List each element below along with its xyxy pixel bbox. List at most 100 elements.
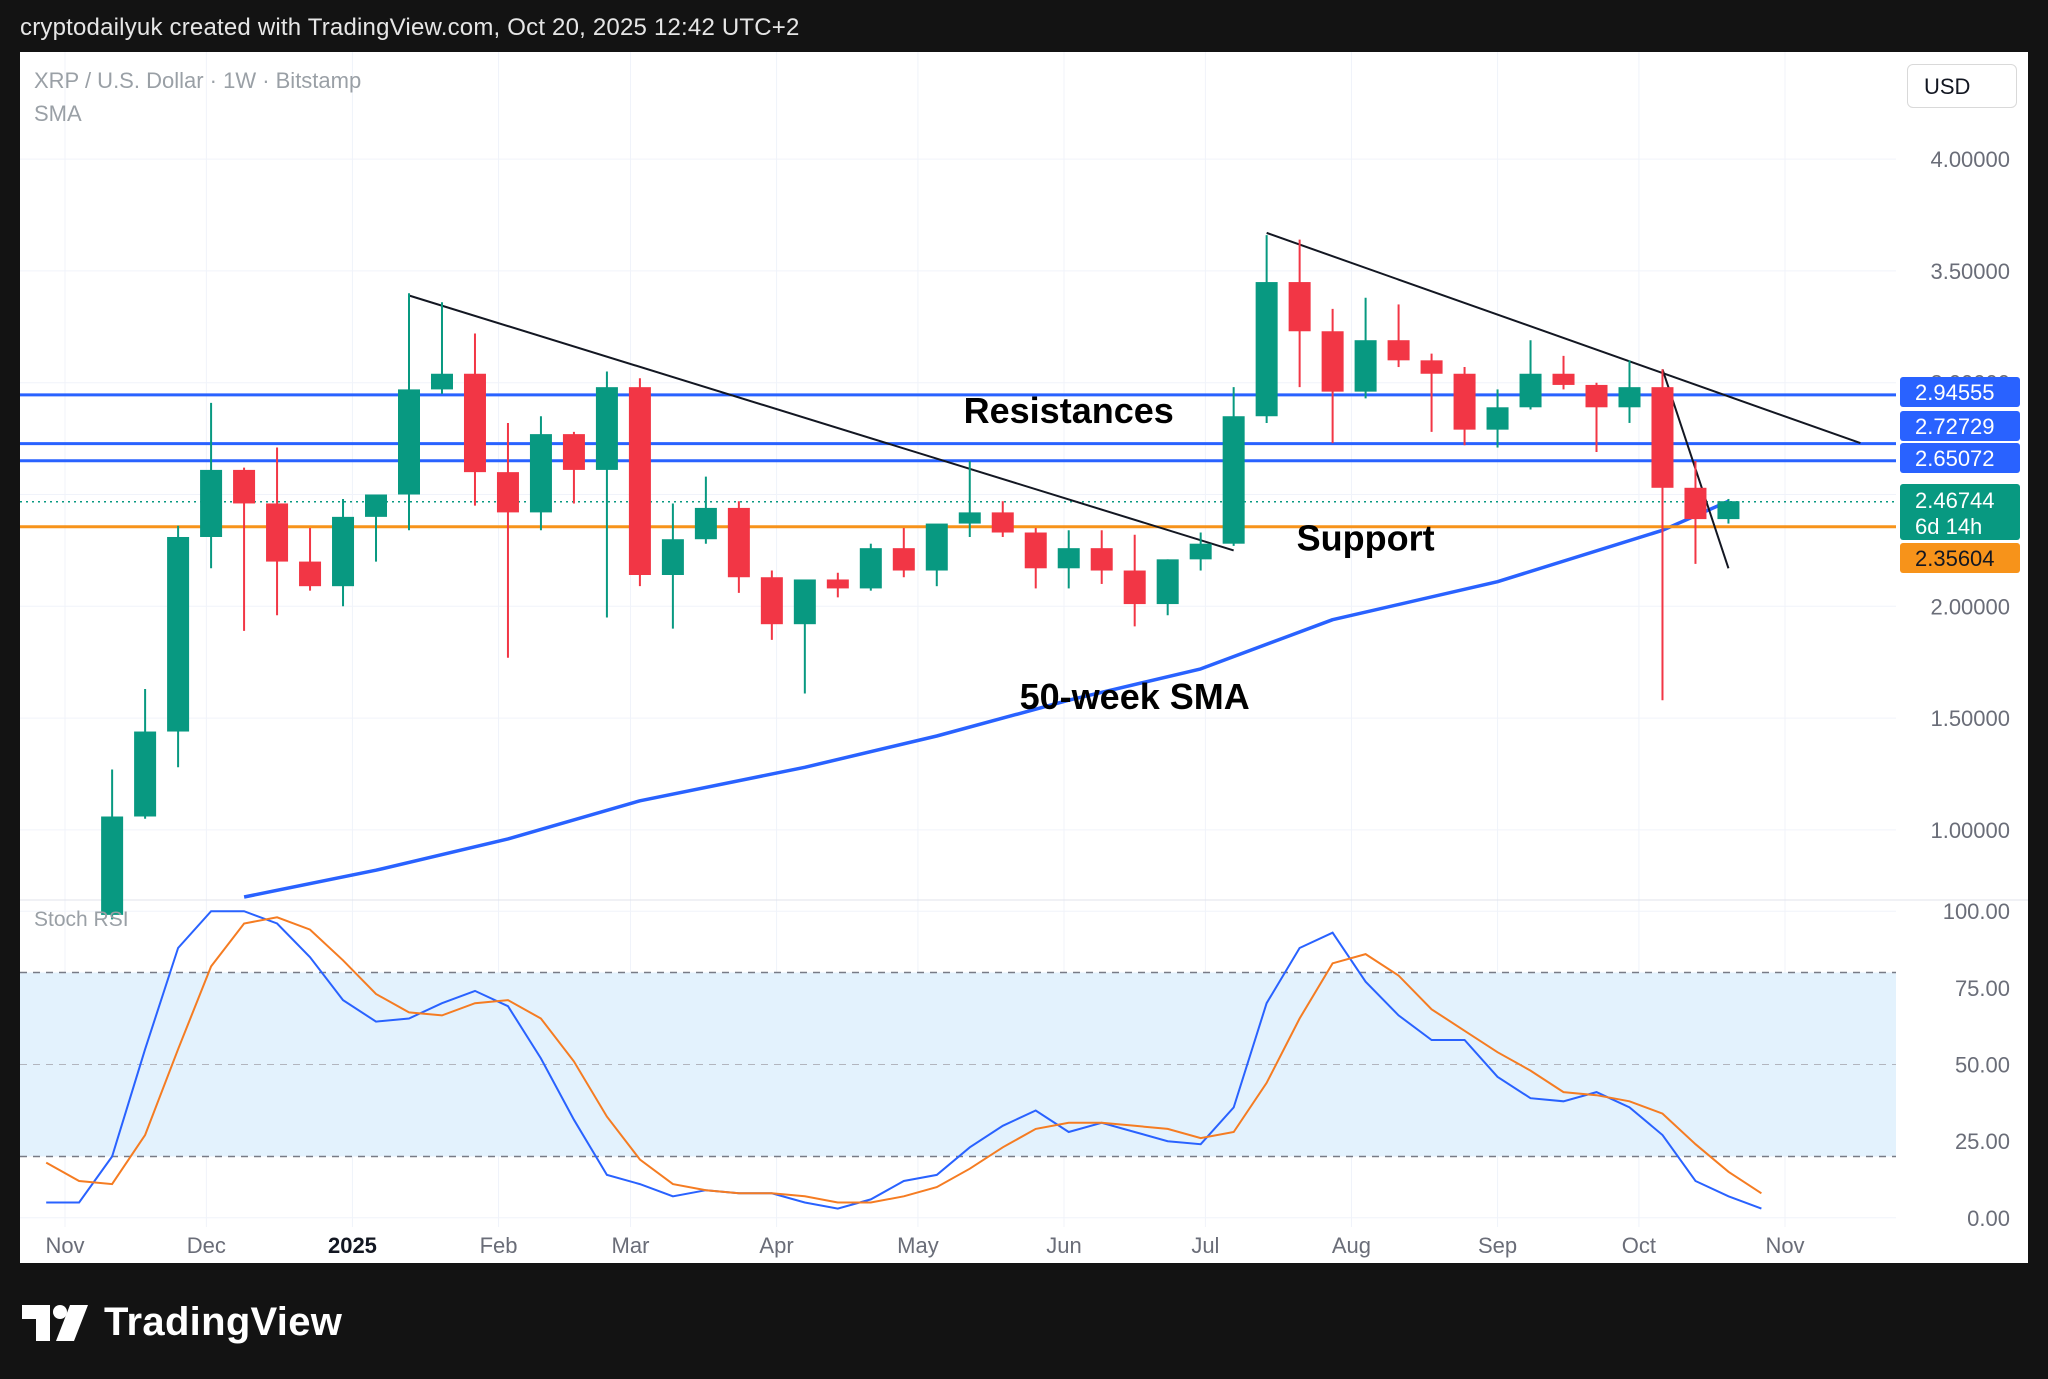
resistance-price-tag: 2.72729	[1900, 411, 2020, 441]
candle-up	[1354, 297, 1377, 399]
candle-body	[233, 469, 256, 504]
candle-down	[1024, 528, 1047, 589]
candle-body	[1123, 570, 1146, 605]
candle-body	[1024, 532, 1047, 569]
annotation-label: 50-week SMA	[1020, 676, 1250, 717]
current-price-tag-countdown: 6d 14h	[1915, 514, 1982, 539]
candle-body	[760, 577, 783, 625]
candle-down	[299, 528, 322, 591]
candle-up	[1618, 360, 1641, 423]
candle-body	[1717, 501, 1740, 520]
candle-body	[1288, 282, 1311, 332]
candle-body	[628, 387, 651, 575]
candle-body	[1321, 331, 1344, 392]
candle-down	[1684, 460, 1707, 564]
annotation-label: Support	[1297, 517, 1435, 558]
time-tick-label: 2025	[328, 1233, 377, 1258]
candle-body	[595, 387, 618, 470]
candle-up	[1519, 340, 1542, 410]
candle-body	[859, 548, 882, 589]
candle-up	[925, 523, 948, 587]
candle-down	[496, 422, 519, 658]
candle-up	[661, 503, 684, 629]
candle-body	[430, 373, 453, 390]
candle-body	[463, 373, 486, 473]
time-tick-label: Nov	[1765, 1233, 1804, 1258]
stoch-tick-label: 50.00	[1955, 1053, 2010, 1078]
candle-up	[1717, 498, 1740, 524]
tradingview-logo-icon	[22, 1304, 88, 1341]
time-tick-label: May	[897, 1233, 939, 1258]
candle-body	[1585, 384, 1608, 408]
tradingview-footer: TradingView	[22, 1300, 342, 1345]
resistance-price-tag-bg	[1900, 443, 2020, 473]
tradingview-brand: TradingView	[104, 1300, 343, 1344]
candle-body	[892, 548, 915, 571]
candle-body	[925, 523, 948, 571]
candle-down	[1090, 530, 1113, 584]
candle-up	[134, 689, 157, 819]
candle-body	[1552, 373, 1575, 385]
candle-body	[332, 516, 355, 587]
time-tick-label: Aug	[1332, 1233, 1371, 1258]
candle-up	[398, 293, 420, 531]
candle-down	[760, 570, 783, 640]
candle-down	[233, 467, 256, 631]
resistance-price-tag: 2.94555	[1900, 377, 2020, 407]
price-tick-label: 1.50000	[1930, 706, 2010, 731]
stoch-band	[20, 971, 1896, 1158]
stoch-k-line	[46, 910, 1762, 1210]
resistance-price-tag-bg	[1900, 411, 2020, 441]
candle-up	[332, 498, 355, 607]
candle-down	[1288, 239, 1311, 388]
candle-up	[1156, 559, 1179, 616]
chart-panel[interactable]: Stoch RSI Resistances Support 50-week SMA …	[20, 52, 2028, 1263]
candle-body	[562, 434, 585, 470]
candle-body	[1387, 340, 1410, 361]
trendline	[408, 294, 1234, 552]
time-tick-label: Jun	[1046, 1233, 1081, 1258]
symbol-title: XRP / U.S. Dollar · 1W · Bitstamp	[34, 68, 362, 93]
candle-down	[562, 431, 585, 504]
price-tick-label: 4.00000	[1930, 147, 2010, 172]
time-tick-label: Dec	[187, 1233, 226, 1258]
current-price-tag-bg	[1900, 484, 2020, 540]
candle-up	[958, 460, 981, 537]
candle-down	[628, 378, 651, 587]
candle-down	[1651, 369, 1674, 701]
candle-body	[398, 389, 420, 495]
current-price-tag-text: 2.46744	[1915, 488, 1995, 513]
support-price-tag-text: 2.35604	[1915, 546, 1995, 571]
candle-down	[1321, 308, 1344, 444]
candle-up	[200, 402, 223, 569]
stoch-tick-label: 75.00	[1955, 976, 2010, 1001]
resistance-price-tag-text: 2.65072	[1915, 446, 1995, 471]
candle-body	[1684, 487, 1707, 520]
candle-up	[365, 494, 388, 562]
candle-body	[1156, 559, 1179, 605]
candle-body	[101, 816, 124, 915]
support-price-tag: 2.35604	[1900, 543, 2020, 573]
currency-button[interactable]: USD	[1907, 64, 2017, 108]
time-tick-label: Apr	[759, 1233, 793, 1258]
support-price-tag-bg	[1900, 543, 2020, 573]
stoch-tick-label: 100.00	[1943, 899, 2010, 924]
stoch-d-line	[45, 916, 1762, 1204]
candle-down	[1585, 382, 1608, 453]
candle-up	[595, 371, 618, 618]
sma-50-line	[243, 499, 1730, 899]
candle-body	[991, 512, 1014, 533]
resistance-price-tag-text: 2.72729	[1915, 414, 1995, 439]
candle-body	[529, 434, 552, 513]
candle-up	[1189, 532, 1212, 571]
candle-body	[1255, 282, 1278, 417]
candle-down	[1123, 534, 1146, 627]
candle-body	[826, 579, 849, 589]
candle-down	[266, 447, 289, 616]
candle-up	[1222, 387, 1245, 546]
axes: 4.000003.500003.000002.500002.000001.500…	[45, 147, 2020, 1258]
candle-body	[1453, 373, 1476, 430]
candle-down	[1420, 353, 1443, 432]
